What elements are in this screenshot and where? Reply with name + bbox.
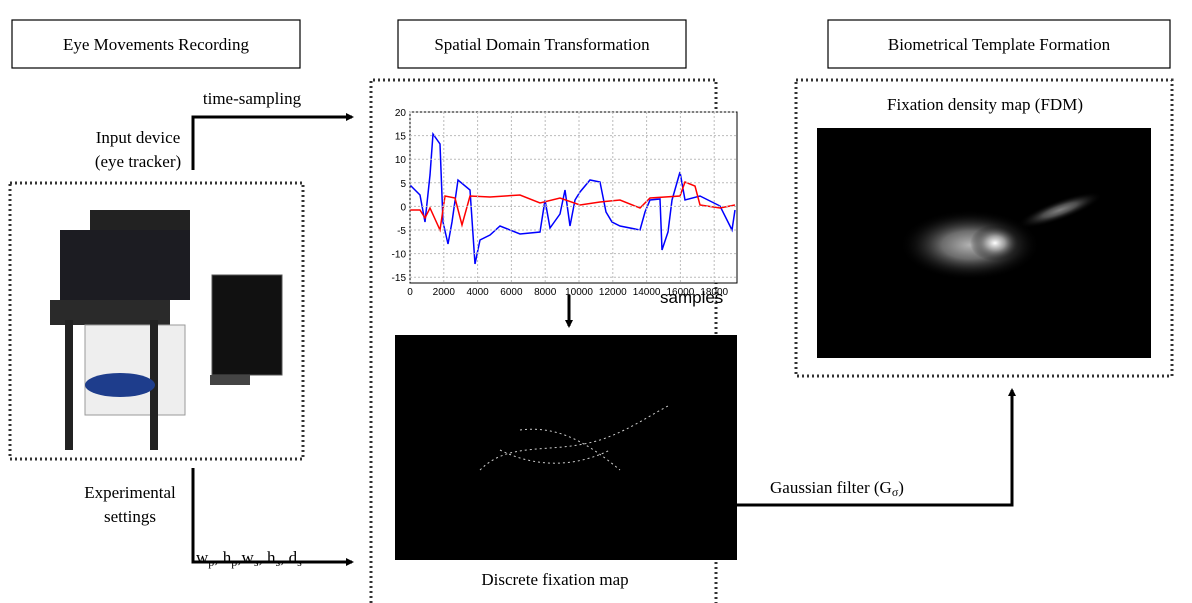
label: time-sampling [203,89,302,108]
label: Fixation density map (FDM) [887,95,1083,114]
text-part: , h [258,548,276,567]
arrow [191,113,354,170]
x-axis-label: samples [660,288,723,307]
stage-box [11,19,301,69]
x-tick-label: 16000 [666,287,694,298]
gaussian-label: Gaussian filter (Gσ) [770,478,904,499]
x-tick-label: 14000 [633,287,661,298]
y-tick-label: -10 [392,250,407,261]
text-part: , h [214,548,232,567]
y-tick-label: 20 [395,108,407,119]
stage-title: Biometrical Template Formation [888,35,1111,54]
stage-box [827,19,1171,69]
eye-tracker-photo [50,210,283,450]
text-part: ,w [237,548,254,567]
template-frame [794,78,1174,378]
x-tick-label: 2000 [433,287,456,298]
text-part: Gaussian filter (G [770,478,892,497]
x-tick-label: 8000 [534,287,557,298]
discrete-fixation-map [395,335,737,560]
stage-box [397,19,687,69]
x-tick-label: 0 [407,287,413,298]
arrow [191,468,354,566]
fixation-density-map [817,128,1151,358]
y-tick-label: 15 [395,132,407,143]
label: Experimental [84,483,176,502]
settings-params: wp, hp,ws, hs, ds [196,548,302,569]
y-tick-label: 0 [400,202,406,213]
transform-frame [369,78,718,603]
arrow [737,388,1016,507]
subscript: σ [892,485,899,499]
text-part: ) [898,478,904,497]
x-tick-label: 18000 [700,287,728,298]
y-tick-label: 5 [400,179,406,190]
device-frame [8,181,305,461]
x-tick-label: 12000 [599,287,627,298]
y-tick-label: -5 [397,226,406,237]
label: (eye tracker) [95,152,181,171]
text-part: w [196,548,209,567]
stage-title: Spatial Domain Transformation [434,35,650,54]
x-tick-label: 10000 [565,287,593,298]
y-tick-label: -15 [392,273,407,284]
label: Input device [96,128,181,147]
stage-title: Eye Movements Recording [63,35,250,54]
text-part: , d [280,548,298,567]
label: Discrete fixation map [481,570,628,589]
y-tick-label: 10 [395,155,407,166]
x-tick-label: 4000 [466,287,489,298]
label: settings [104,507,156,526]
x-tick-label: 6000 [500,287,523,298]
